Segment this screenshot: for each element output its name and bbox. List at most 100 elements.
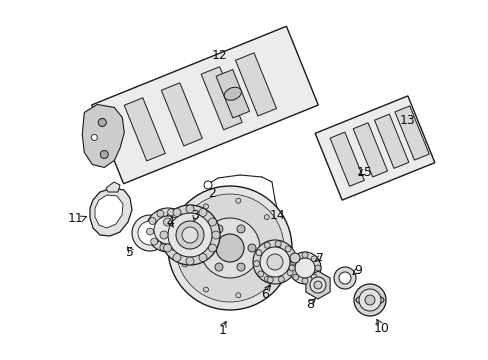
Text: 4: 4	[166, 216, 174, 229]
Circle shape	[333, 267, 355, 289]
Circle shape	[203, 204, 208, 209]
Text: 14: 14	[269, 208, 285, 221]
Circle shape	[215, 225, 223, 233]
Text: 3: 3	[191, 208, 199, 221]
Ellipse shape	[355, 295, 383, 305]
Polygon shape	[106, 182, 120, 192]
Circle shape	[138, 221, 162, 245]
Polygon shape	[82, 104, 124, 167]
Circle shape	[264, 242, 270, 248]
Circle shape	[264, 215, 269, 220]
Text: 15: 15	[356, 166, 372, 179]
Circle shape	[235, 293, 241, 298]
Circle shape	[338, 272, 350, 284]
Circle shape	[288, 252, 320, 284]
Circle shape	[182, 223, 189, 230]
Circle shape	[302, 252, 307, 258]
Polygon shape	[161, 83, 202, 146]
Circle shape	[173, 208, 181, 216]
Circle shape	[310, 274, 317, 280]
Polygon shape	[374, 114, 408, 168]
Circle shape	[182, 226, 189, 234]
Text: 12: 12	[212, 49, 227, 62]
Circle shape	[163, 218, 171, 226]
Circle shape	[160, 244, 166, 251]
Circle shape	[157, 210, 163, 217]
Circle shape	[278, 276, 284, 282]
Text: 8: 8	[305, 298, 313, 311]
Circle shape	[208, 244, 216, 252]
Circle shape	[237, 263, 244, 271]
Circle shape	[313, 281, 321, 289]
Text: 7: 7	[315, 252, 324, 265]
Polygon shape	[92, 26, 318, 184]
Circle shape	[203, 287, 208, 292]
Circle shape	[176, 221, 203, 249]
Circle shape	[252, 240, 296, 284]
Circle shape	[168, 186, 291, 310]
Circle shape	[168, 213, 212, 257]
Circle shape	[177, 214, 184, 221]
Circle shape	[173, 253, 181, 261]
Circle shape	[266, 254, 283, 270]
Circle shape	[216, 234, 244, 262]
Circle shape	[302, 278, 307, 284]
Text: 9: 9	[353, 264, 361, 276]
Text: 10: 10	[373, 321, 389, 334]
Circle shape	[146, 208, 190, 252]
Circle shape	[292, 274, 298, 280]
Polygon shape	[352, 123, 386, 177]
Circle shape	[358, 289, 380, 311]
Circle shape	[235, 198, 241, 203]
Circle shape	[199, 208, 206, 216]
Polygon shape	[90, 188, 132, 236]
Circle shape	[215, 263, 223, 271]
Polygon shape	[235, 53, 276, 116]
Circle shape	[146, 228, 153, 235]
Text: 6: 6	[261, 288, 268, 302]
Polygon shape	[314, 96, 434, 200]
Text: 13: 13	[399, 113, 415, 126]
Polygon shape	[201, 67, 242, 130]
Circle shape	[266, 277, 273, 283]
Circle shape	[212, 231, 220, 239]
Circle shape	[160, 231, 168, 239]
Circle shape	[98, 118, 106, 126]
Polygon shape	[329, 132, 364, 186]
Polygon shape	[95, 195, 123, 228]
Circle shape	[200, 218, 260, 278]
Circle shape	[91, 135, 97, 140]
Circle shape	[289, 253, 299, 263]
Circle shape	[275, 246, 280, 251]
Text: 1: 1	[219, 324, 226, 337]
Circle shape	[149, 217, 156, 225]
Circle shape	[182, 227, 198, 243]
Circle shape	[353, 284, 385, 316]
Circle shape	[314, 265, 320, 271]
Circle shape	[286, 270, 292, 276]
Circle shape	[288, 265, 294, 271]
Circle shape	[182, 262, 187, 267]
Text: 5: 5	[126, 247, 134, 260]
Circle shape	[154, 216, 182, 244]
Circle shape	[260, 247, 289, 277]
Circle shape	[289, 256, 296, 262]
Circle shape	[290, 259, 296, 265]
Circle shape	[237, 225, 244, 233]
Circle shape	[310, 256, 317, 262]
Circle shape	[257, 271, 264, 277]
Circle shape	[247, 244, 256, 252]
Text: 11: 11	[68, 212, 84, 225]
Circle shape	[185, 205, 194, 213]
Polygon shape	[124, 98, 165, 161]
Circle shape	[294, 258, 314, 278]
Circle shape	[160, 205, 220, 265]
Circle shape	[170, 243, 177, 251]
Polygon shape	[305, 271, 329, 299]
Circle shape	[167, 209, 174, 216]
Circle shape	[185, 257, 194, 265]
Circle shape	[203, 244, 212, 252]
Ellipse shape	[224, 87, 241, 100]
Circle shape	[100, 150, 108, 158]
Circle shape	[132, 215, 168, 251]
